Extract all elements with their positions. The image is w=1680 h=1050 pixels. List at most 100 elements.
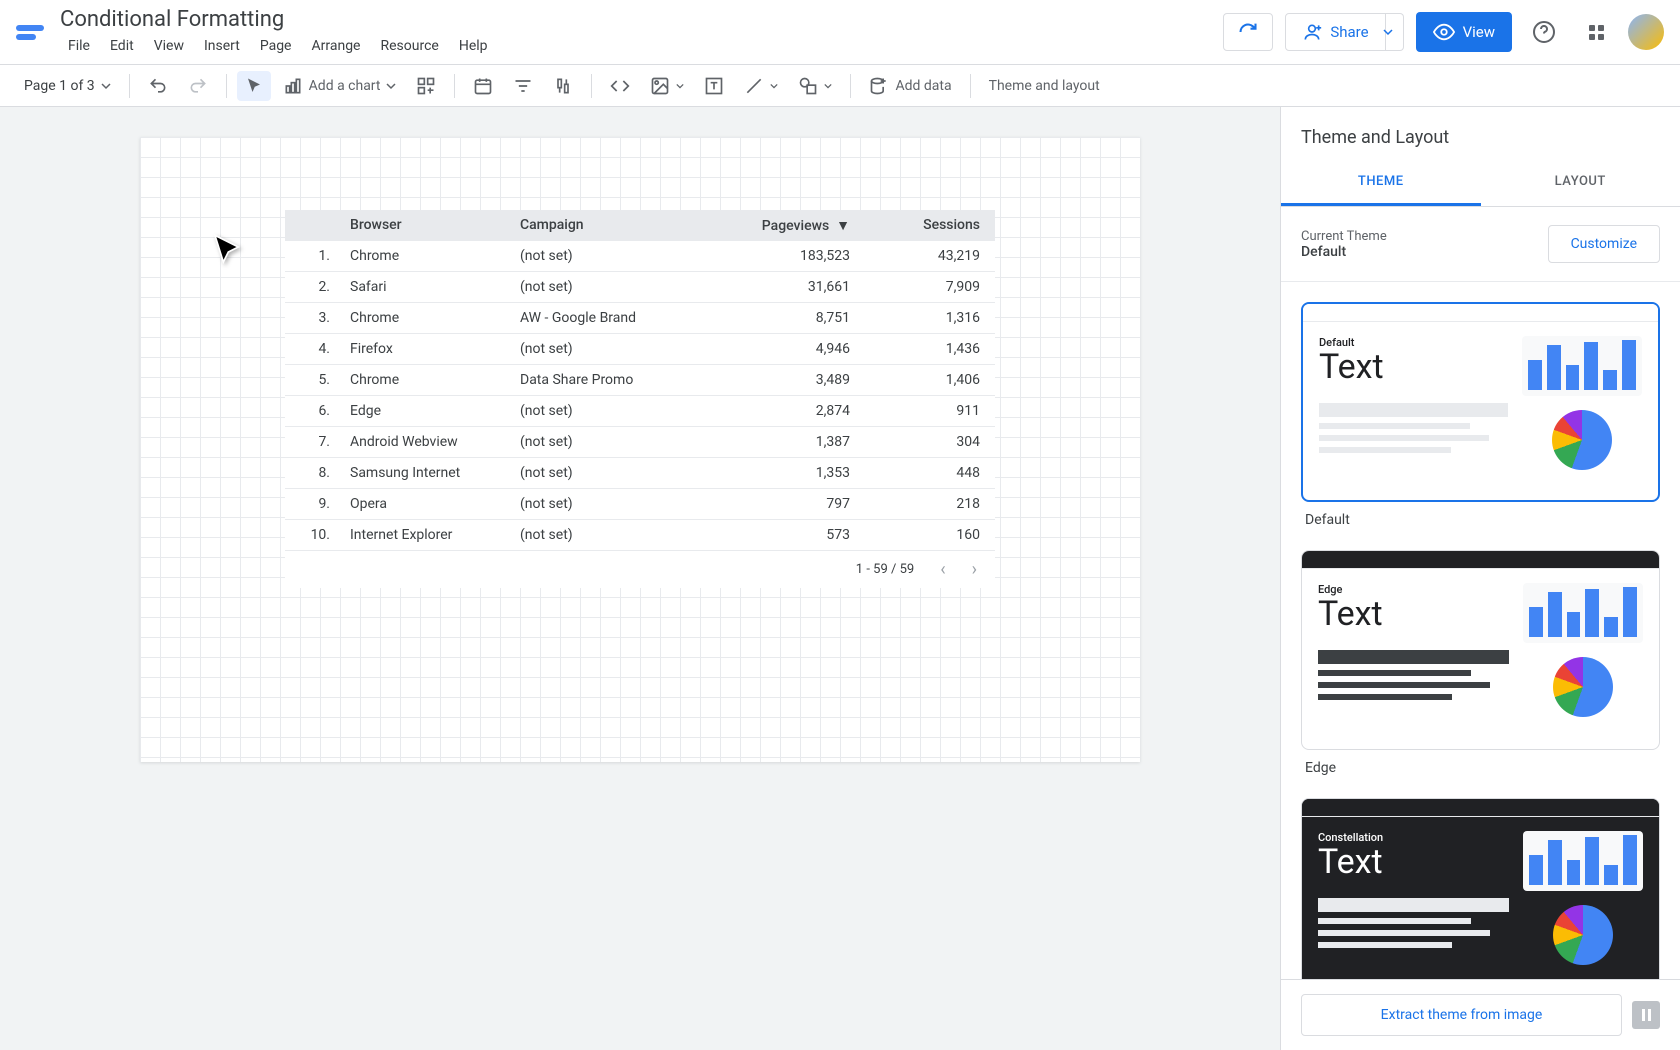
panel-title: Theme and Layout (1281, 107, 1680, 160)
col-pageviews[interactable]: Pageviews ▼ (710, 210, 860, 241)
prev-page-button[interactable]: ‹ (940, 559, 945, 580)
menu-edit[interactable]: Edit (102, 34, 142, 58)
cell-campaign: (not set) (510, 520, 710, 550)
table-row[interactable]: 2.Safari(not set)31,6617,909 (285, 272, 995, 303)
menu-arrange[interactable]: Arrange (304, 34, 369, 58)
add-data-button[interactable]: Add data (861, 70, 959, 102)
page-canvas[interactable]: Browser Campaign Pageviews ▼ Sessions 1.… (140, 137, 1140, 762)
table-row[interactable]: 6.Edge(not set)2,874911 (285, 396, 995, 427)
add-data-label: Add data (895, 78, 951, 94)
cell-sessions: 304 (860, 427, 990, 457)
view-button[interactable]: View (1416, 12, 1512, 52)
cell-campaign: (not set) (510, 241, 710, 271)
table-row[interactable]: 3.ChromeAW - Google Brand8,7511,316 (285, 303, 995, 334)
redo-icon (188, 76, 208, 96)
date-range-button[interactable] (465, 70, 501, 102)
theme-layout-button[interactable]: Theme and layout (981, 72, 1108, 100)
cell-campaign: (not set) (510, 427, 710, 457)
pause-button[interactable] (1632, 1001, 1660, 1029)
table-row[interactable]: 5.ChromeData Share Promo3,4891,406 (285, 365, 995, 396)
canvas-area[interactable]: Browser Campaign Pageviews ▼ Sessions 1.… (0, 107, 1280, 1050)
cell-pageviews: 31,661 (710, 272, 860, 302)
menu-insert[interactable]: Insert (196, 34, 248, 58)
side-panel: Theme and Layout THEME LAYOUT Current Th… (1280, 107, 1680, 1050)
cell-sessions: 911 (860, 396, 990, 426)
share-dropdown-button[interactable] (1373, 13, 1404, 51)
table-row[interactable]: 8.Samsung Internet(not set)1,353448 (285, 458, 995, 489)
community-viz-button[interactable] (408, 70, 444, 102)
cell-pageviews: 4,946 (710, 334, 860, 364)
line-button[interactable] (736, 70, 786, 102)
app-logo (16, 16, 48, 48)
cell-campaign: (not set) (510, 272, 710, 302)
page-selector[interactable]: Page 1 of 3 (16, 72, 119, 100)
text-button[interactable] (696, 70, 732, 102)
shape-button[interactable] (790, 70, 840, 102)
cell-sessions: 7,909 (860, 272, 990, 302)
theme-list[interactable]: DefaultTextDefaultEdgeTextEdgeConstellat… (1281, 282, 1680, 979)
menu-file[interactable]: File (60, 34, 98, 58)
tab-theme[interactable]: THEME (1281, 160, 1481, 206)
table-row[interactable]: 1.Chrome(not set)183,52343,219 (285, 241, 995, 272)
customize-button[interactable]: Customize (1548, 225, 1660, 263)
col-sessions[interactable]: Sessions (860, 210, 990, 241)
tab-layout[interactable]: LAYOUT (1481, 160, 1680, 206)
col-index[interactable] (285, 210, 340, 241)
image-button[interactable] (642, 70, 692, 102)
apps-button[interactable] (1576, 12, 1616, 52)
cell-pageviews: 3,489 (710, 365, 860, 395)
table-row[interactable]: 4.Firefox(not set)4,9461,436 (285, 334, 995, 365)
cell-index: 10. (285, 520, 340, 550)
cell-sessions: 160 (860, 520, 990, 550)
embed-button[interactable] (602, 70, 638, 102)
help-icon (1532, 20, 1556, 44)
theme-name-label: Edge (1301, 750, 1660, 788)
current-theme-label: Current Theme (1301, 229, 1387, 244)
help-button[interactable] (1524, 12, 1564, 52)
filter-button[interactable] (505, 70, 541, 102)
cell-index: 1. (285, 241, 340, 271)
redo-button[interactable] (180, 70, 216, 102)
cell-sessions: 1,316 (860, 303, 990, 333)
cell-campaign: AW - Google Brand (510, 303, 710, 333)
filter-icon (513, 76, 533, 96)
table-row[interactable]: 7.Android Webview(not set)1,387304 (285, 427, 995, 458)
cell-browser: Chrome (340, 365, 510, 395)
theme-card-edge[interactable]: EdgeTextEdge (1301, 550, 1660, 788)
menu-help[interactable]: Help (451, 34, 496, 58)
user-avatar[interactable] (1628, 14, 1664, 50)
chevron-down-icon (770, 82, 778, 90)
menu-view[interactable]: View (146, 34, 192, 58)
share-label: Share (1330, 23, 1368, 41)
cell-campaign: (not set) (510, 396, 710, 426)
cell-index: 5. (285, 365, 340, 395)
select-tool[interactable] (237, 71, 271, 101)
code-icon (610, 76, 630, 96)
refresh-button[interactable] (1223, 13, 1273, 51)
cell-browser: Internet Explorer (340, 520, 510, 550)
extract-theme-button[interactable]: Extract theme from image (1301, 994, 1622, 1036)
table-row[interactable]: 10.Internet Explorer(not set)573160 (285, 520, 995, 551)
theme-card-default[interactable]: DefaultTextDefault (1301, 302, 1660, 540)
col-browser[interactable]: Browser (340, 210, 510, 241)
page-selector-label: Page 1 of 3 (24, 78, 95, 94)
cell-sessions: 218 (860, 489, 990, 519)
menu-resource[interactable]: Resource (372, 34, 446, 58)
theme-card-constellation[interactable]: ConstellationTextConstellation (1301, 798, 1660, 979)
menu-page[interactable]: Page (252, 34, 300, 58)
table-row[interactable]: 9.Opera(not set)797218 (285, 489, 995, 520)
undo-button[interactable] (140, 70, 176, 102)
toolbar: Page 1 of 3 Add a chart Add data Theme a… (0, 65, 1680, 107)
data-table[interactable]: Browser Campaign Pageviews ▼ Sessions 1.… (285, 210, 995, 588)
doc-title[interactable]: Conditional Formatting (60, 7, 496, 32)
col-campaign[interactable]: Campaign (510, 210, 710, 241)
cell-index: 4. (285, 334, 340, 364)
add-chart-button[interactable]: Add a chart (275, 70, 405, 102)
data-control-button[interactable] (545, 70, 581, 102)
share-button[interactable]: Share (1285, 13, 1385, 51)
panel-tabs: THEME LAYOUT (1281, 160, 1680, 207)
cell-index: 6. (285, 396, 340, 426)
chevron-down-icon (676, 82, 684, 90)
next-page-button[interactable]: › (972, 559, 977, 580)
refresh-icon (1238, 22, 1258, 42)
